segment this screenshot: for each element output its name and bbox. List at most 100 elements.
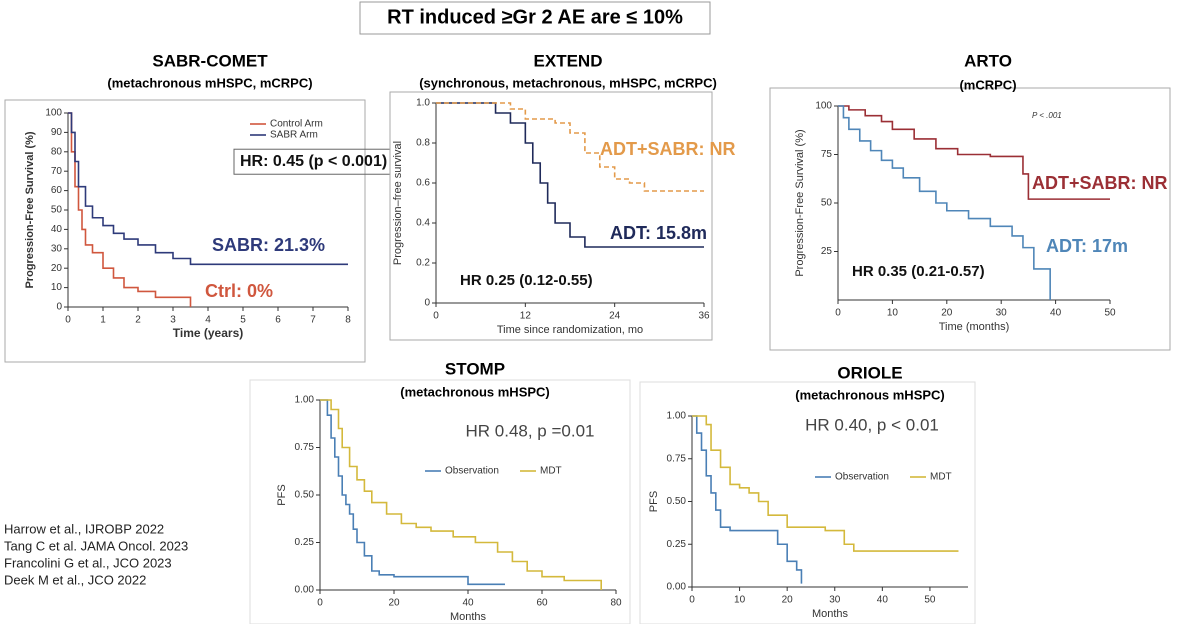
annotation: P < .001 [1032,111,1062,120]
km-curve [320,399,505,586]
km-curve [436,102,704,192]
x-tick-label: 30 [996,308,1008,319]
chart-subtitle: (metachronous mHSPC) [795,387,945,402]
y-tick-label: 0 [424,298,430,309]
legend-label: Control Arm [270,119,323,130]
y-axis-label: Progression–free survival [392,141,404,265]
km-curve [68,112,192,307]
y-tick-label: 100 [45,108,62,119]
y-tick-label: 50 [51,205,63,216]
y-tick-label: 75 [821,149,833,160]
y-tick-label: 10 [51,282,63,293]
legend-label: MDT [540,466,562,477]
x-tick-label: 24 [609,311,621,322]
y-tick-label: 40 [51,224,63,235]
x-tick-label: 40 [877,595,889,606]
legend-label: Observation [445,466,499,477]
y-tick-label: 1.00 [667,411,687,422]
y-axis-label: PFS [276,484,288,505]
km-curve [838,105,1110,200]
x-axis-label: Time since randomization, mo [497,324,643,336]
x-tick-label: 6 [275,315,281,326]
y-tick-label: 1.00 [295,395,315,406]
reference: Tang C et al. JAMA Oncol. 2023 [4,538,188,553]
x-tick-label: 0 [835,308,841,319]
y-tick-label: 30 [51,243,63,254]
title-box [359,1,711,35]
annotation: ADT: 17m [1046,236,1128,256]
x-tick-label: 10 [734,595,746,606]
chart-title: ORIOLE [837,363,902,382]
annotation: ADT+SABR: NR [600,139,736,159]
y-tick-label: 0.00 [667,582,687,593]
chart-subtitle: (metachronous mHSPC, mCRPC) [107,75,312,90]
y-tick-label: 1.0 [416,98,430,109]
legend-label: SABR Arm [270,130,318,141]
y-tick-label: 0.50 [295,490,315,501]
x-axis-label: Months [450,611,487,623]
x-tick-label: 50 [1104,308,1116,319]
x-tick-label: 0 [317,598,323,609]
panel [389,91,713,341]
annotation: HR 0.48, p =0.01 [465,421,594,440]
x-tick-label: 20 [388,598,400,609]
y-tick-label: 100 [815,101,832,112]
y-axis-label: Progression-Free Survival (%) [24,131,36,288]
chart-title: EXTEND [534,51,603,70]
km-curve [692,415,959,552]
x-axis-label: Time (months) [939,321,1010,333]
chart-subtitle: (synchronous, metachronous, mHSPC, mCRPC… [419,75,717,90]
chart-title: SABR-COMET [152,51,268,70]
y-tick-label: 0.00 [295,585,315,596]
chart-title: ARTO [964,51,1012,70]
y-tick-label: 20 [51,263,63,274]
x-axis-label: Time (years) [173,326,243,340]
km-curve [68,112,348,266]
x-tick-label: 0 [433,311,439,322]
y-tick-label: 0.25 [295,537,315,548]
annotation: ADT: 15.8m [610,223,707,243]
y-tick-label: 0.8 [416,138,430,149]
reference: Harrow et al., IJROBP 2022 [4,521,164,536]
y-axis-label: Progression-Free Survival (%) [794,129,806,276]
y-tick-label: 25 [821,246,833,257]
y-tick-label: 90 [51,127,63,138]
y-tick-label: 80 [51,146,63,157]
x-tick-label: 10 [887,308,899,319]
y-tick-label: 0.75 [667,453,687,464]
y-tick-label: 0.75 [295,442,315,453]
y-tick-label: 0.6 [416,178,430,189]
x-tick-label: 30 [829,595,841,606]
y-tick-label: 0.25 [667,539,687,550]
x-tick-label: 2 [135,315,141,326]
x-tick-label: 20 [782,595,794,606]
y-tick-label: 50 [821,198,833,209]
x-tick-label: 0 [689,595,695,606]
panel [639,381,976,624]
y-tick-label: 70 [51,166,63,177]
x-tick-label: 40 [462,598,474,609]
x-tick-label: 20 [941,308,953,319]
km-curve [320,399,602,590]
x-tick-label: 8 [345,315,351,326]
y-axis-label: PFS [648,491,660,512]
annotation: ADT+SABR: NR [1032,173,1168,193]
x-tick-label: 50 [924,595,936,606]
x-tick-label: 7 [310,315,316,326]
x-tick-label: 60 [536,598,548,609]
km-curve [692,415,803,584]
y-tick-label: 0.2 [416,258,430,269]
x-tick-label: 5 [240,315,246,326]
panel [4,99,366,363]
x-axis-label: Months [812,608,849,620]
slide-title: RT induced ≥Gr 2 AE are ≤ 10% [387,6,683,28]
legend-label: Observation [835,472,889,483]
annotation: HR 0.25 (0.12-0.55) [460,272,593,289]
x-tick-label: 80 [610,598,622,609]
km-curve [838,105,1051,300]
annotation: SABR: 21.3% [212,235,325,255]
x-tick-label: 12 [520,311,532,322]
chart-subtitle: (metachronous mHSPC) [400,384,550,399]
annotation: HR: 0.45 (p < 0.001) [240,153,387,170]
